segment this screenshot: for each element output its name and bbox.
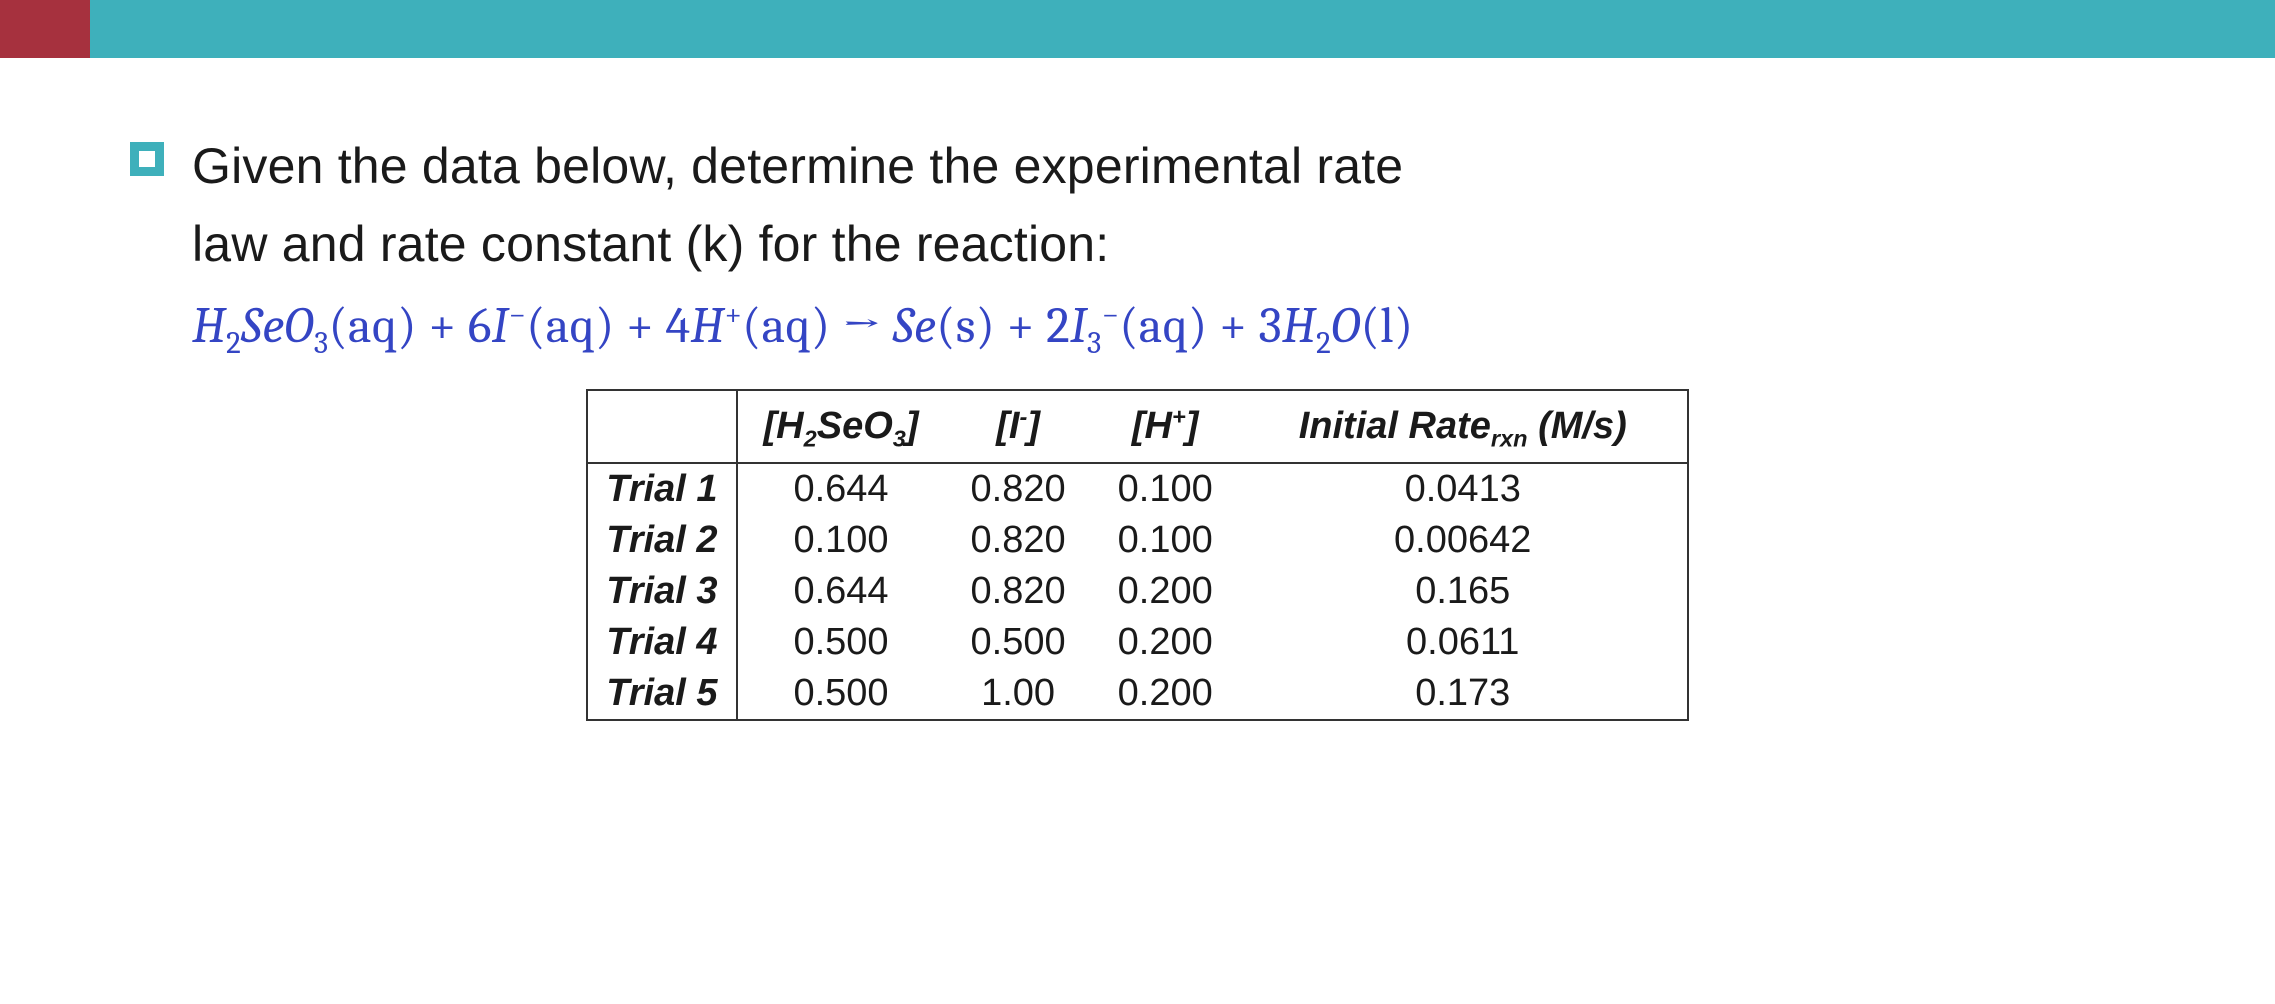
cell-rate: 0.173 [1239, 668, 1688, 720]
prompt-line-1: Given the data below, determine the expe… [192, 128, 1414, 206]
cell-trial: Trial 5 [587, 668, 736, 720]
cell-trial: Trial 1 [587, 463, 736, 515]
cell-trial: Trial 4 [587, 617, 736, 668]
table-row: Trial 20.1000.8200.1000.00642 [587, 515, 1688, 566]
cell-hplus: 0.100 [1092, 515, 1239, 566]
col-trial [587, 390, 736, 463]
data-table-wrap: [H2SeO3] [I-] [H+] Initial Raterxn (M/s)… [130, 389, 2145, 721]
table-row: Trial 10.6440.8200.1000.0413 [587, 463, 1688, 515]
cell-hplus: 0.100 [1092, 463, 1239, 515]
cell-iminus: 1.00 [945, 668, 1092, 720]
bullet-inner [139, 151, 155, 167]
slide-top-bar [0, 0, 2275, 58]
top-bar-accent [0, 0, 90, 58]
prompt-block: Given the data below, determine the expe… [192, 128, 1414, 355]
cell-h2seo3: 0.100 [737, 515, 945, 566]
cell-h2seo3: 0.644 [737, 463, 945, 515]
cell-rate: 0.00642 [1239, 515, 1688, 566]
cell-iminus: 0.500 [945, 617, 1092, 668]
table-row: Trial 30.6440.8200.2000.165 [587, 566, 1688, 617]
slide-content: Given the data below, determine the expe… [0, 58, 2275, 721]
cell-hplus: 0.200 [1092, 668, 1239, 720]
cell-h2seo3: 0.500 [737, 617, 945, 668]
cell-h2seo3: 0.500 [737, 668, 945, 720]
cell-iminus: 0.820 [945, 566, 1092, 617]
square-bullet-icon [130, 142, 164, 176]
cell-iminus: 0.820 [945, 515, 1092, 566]
col-iminus: [I-] [945, 390, 1092, 463]
col-rate: Initial Raterxn (M/s) [1239, 390, 1688, 463]
table-row: Trial 40.5000.5000.2000.0611 [587, 617, 1688, 668]
reaction-equation: H2SeO3(aq) + 6I−(aq) + 4H+(aq) → Se(s) +… [192, 297, 1414, 355]
cell-iminus: 0.820 [945, 463, 1092, 515]
top-bar-main [90, 0, 2275, 58]
cell-hplus: 0.200 [1092, 566, 1239, 617]
cell-rate: 0.165 [1239, 566, 1688, 617]
bullet-row: Given the data below, determine the expe… [130, 128, 2145, 355]
cell-rate: 0.0611 [1239, 617, 1688, 668]
table-row: Trial 50.5001.000.2000.173 [587, 668, 1688, 720]
col-hplus: [H+] [1092, 390, 1239, 463]
table-body: Trial 10.6440.8200.1000.0413Trial 20.100… [587, 463, 1688, 720]
cell-h2seo3: 0.644 [737, 566, 945, 617]
cell-hplus: 0.200 [1092, 617, 1239, 668]
cell-trial: Trial 3 [587, 566, 736, 617]
cell-rate: 0.0413 [1239, 463, 1688, 515]
table-header-row: [H2SeO3] [I-] [H+] Initial Raterxn (M/s) [587, 390, 1688, 463]
rate-data-table: [H2SeO3] [I-] [H+] Initial Raterxn (M/s)… [586, 389, 1689, 721]
prompt-line-2: law and rate constant (k) for the reacti… [192, 206, 1414, 284]
col-h2seo3: [H2SeO3] [737, 390, 945, 463]
cell-trial: Trial 2 [587, 515, 736, 566]
